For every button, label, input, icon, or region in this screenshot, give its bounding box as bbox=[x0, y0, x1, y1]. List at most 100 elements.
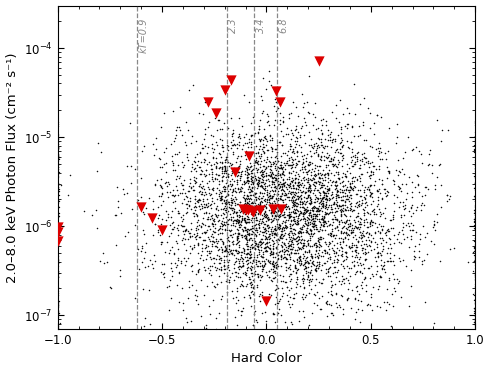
Point bbox=[252, 209, 260, 215]
Point bbox=[288, 230, 295, 236]
Point bbox=[314, 237, 321, 243]
Point bbox=[320, 213, 328, 219]
Point bbox=[356, 215, 364, 221]
Point bbox=[318, 142, 326, 148]
Point bbox=[294, 129, 302, 135]
Point bbox=[470, 145, 478, 151]
Point bbox=[248, 132, 256, 138]
Point bbox=[191, 193, 199, 199]
Point bbox=[220, 168, 228, 174]
Point bbox=[437, 204, 445, 210]
Point bbox=[219, 170, 226, 176]
Point bbox=[277, 253, 285, 259]
Point bbox=[237, 252, 245, 257]
Point bbox=[259, 108, 267, 114]
Point bbox=[247, 170, 255, 175]
Point bbox=[53, 299, 61, 305]
Point bbox=[296, 187, 304, 193]
Point bbox=[343, 196, 351, 202]
Point bbox=[182, 119, 190, 125]
Point bbox=[377, 149, 385, 155]
Point bbox=[53, 210, 61, 216]
Point bbox=[201, 230, 209, 236]
Point bbox=[385, 275, 392, 281]
Point bbox=[333, 187, 341, 193]
Point bbox=[375, 175, 383, 181]
Point bbox=[279, 212, 287, 218]
Point bbox=[322, 122, 330, 128]
Point bbox=[158, 239, 166, 245]
Point bbox=[172, 260, 179, 266]
Point bbox=[302, 268, 310, 274]
Point bbox=[53, 267, 61, 273]
Point bbox=[472, 226, 480, 232]
Point bbox=[407, 205, 415, 211]
Point bbox=[54, 152, 62, 158]
Point bbox=[338, 139, 345, 145]
Point bbox=[252, 150, 260, 156]
Point bbox=[291, 218, 298, 224]
Point bbox=[212, 211, 220, 217]
Point bbox=[261, 226, 269, 232]
Point bbox=[309, 220, 317, 226]
Point bbox=[235, 131, 243, 137]
Point bbox=[55, 154, 63, 160]
Point bbox=[348, 186, 356, 192]
Point bbox=[315, 208, 323, 214]
Point bbox=[249, 180, 257, 186]
Point bbox=[210, 200, 218, 206]
Point bbox=[55, 204, 63, 210]
Point bbox=[296, 167, 304, 173]
Point bbox=[219, 174, 226, 180]
Point bbox=[227, 214, 235, 220]
Point bbox=[368, 190, 375, 196]
Point bbox=[335, 202, 343, 208]
Point bbox=[220, 148, 227, 154]
Point bbox=[254, 194, 262, 200]
Point bbox=[238, 124, 246, 129]
Point bbox=[54, 164, 62, 170]
Point bbox=[368, 263, 375, 269]
Point bbox=[356, 187, 364, 193]
Point bbox=[251, 227, 259, 233]
Point bbox=[215, 273, 223, 279]
Point bbox=[54, 183, 62, 188]
Point bbox=[54, 158, 62, 164]
Point bbox=[274, 207, 282, 213]
Point bbox=[438, 183, 445, 188]
Point bbox=[285, 174, 293, 180]
Point bbox=[287, 154, 294, 160]
Point bbox=[270, 257, 277, 263]
Point bbox=[210, 239, 218, 245]
Point bbox=[269, 145, 276, 151]
Point bbox=[314, 167, 321, 173]
Point bbox=[396, 186, 404, 191]
Point bbox=[167, 230, 175, 236]
Point bbox=[276, 162, 284, 168]
Point bbox=[362, 216, 370, 221]
Point bbox=[267, 210, 274, 216]
Point bbox=[302, 229, 310, 235]
Point bbox=[245, 206, 253, 212]
Point bbox=[229, 186, 237, 191]
Point bbox=[347, 244, 355, 250]
Point bbox=[228, 234, 236, 240]
Point bbox=[302, 259, 310, 265]
X-axis label: Hard Color: Hard Color bbox=[231, 352, 302, 365]
Point bbox=[243, 250, 250, 256]
Point bbox=[328, 209, 336, 215]
Point bbox=[223, 257, 231, 263]
Point bbox=[267, 231, 274, 237]
Point bbox=[210, 161, 218, 167]
Point bbox=[271, 223, 279, 229]
Point bbox=[304, 240, 312, 246]
Point bbox=[303, 171, 311, 177]
Point bbox=[266, 268, 273, 274]
Point bbox=[292, 250, 299, 256]
Point bbox=[236, 238, 244, 244]
Point bbox=[328, 226, 336, 232]
Point bbox=[269, 260, 276, 266]
Point bbox=[235, 296, 243, 302]
Point bbox=[154, 204, 162, 210]
Point bbox=[268, 202, 276, 208]
